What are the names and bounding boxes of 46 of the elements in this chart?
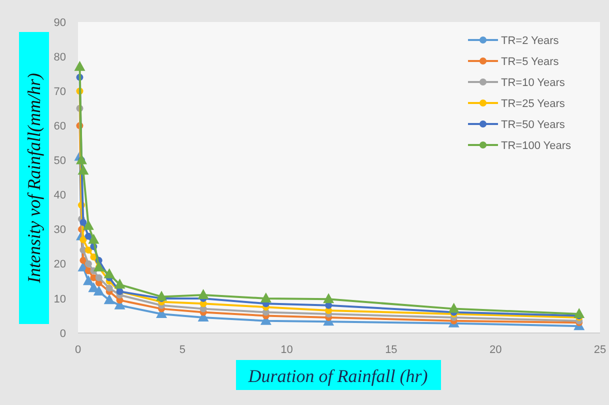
point [74, 60, 86, 71]
point [156, 290, 168, 301]
y-tick-label: 30 [54, 224, 66, 236]
x-tick-label: 10 [280, 344, 293, 356]
x-tick-label: 15 [385, 344, 398, 356]
x-tick-label: 0 [74, 344, 82, 356]
x-tick-label: 5 [179, 344, 186, 356]
y-tick-label: 40 [54, 190, 66, 202]
point [574, 308, 585, 318]
legend-label: TR=10 Years [501, 76, 566, 89]
legend-label: TR=25 Years [501, 98, 566, 110]
point [104, 294, 115, 304]
point [448, 302, 460, 313]
y-tick-label: 50 [54, 155, 66, 168]
point [84, 260, 92, 268]
legend-label: TR=5 Years [501, 56, 560, 68]
legend-label: TR=50 Years [501, 118, 566, 131]
point [93, 261, 104, 272]
point [106, 284, 113, 292]
point [78, 164, 89, 175]
point [198, 288, 209, 299]
x-tick-label: 25 [594, 344, 606, 356]
legend-label: TR=100 Years [501, 140, 572, 152]
y-axis-title: Intensity vof Rainfall(mm/hr) [24, 73, 44, 284]
point [82, 275, 94, 286]
y-tick-label: 20 [54, 258, 66, 271]
x-tick-label: 20 [489, 344, 502, 356]
legend-label: TR=2 Years [501, 34, 560, 47]
y-tick-label: 90 [54, 16, 66, 29]
y-tick-label: 80 [54, 51, 66, 64]
point [93, 286, 104, 296]
point [95, 274, 102, 282]
y-tick-label: 0 [60, 328, 66, 340]
point [114, 278, 126, 289]
point [82, 220, 94, 230]
point [323, 293, 334, 304]
point [104, 268, 115, 278]
point [88, 234, 100, 244]
y-tick-label: 70 [54, 86, 66, 98]
point [80, 218, 87, 226]
point [84, 246, 92, 254]
y-tick-label: 10 [54, 293, 66, 306]
y-tick-label: 60 [54, 120, 66, 133]
x-axis-title: Duration of Rainfall (hr) [247, 366, 428, 386]
point [84, 232, 92, 240]
point [260, 292, 272, 302]
